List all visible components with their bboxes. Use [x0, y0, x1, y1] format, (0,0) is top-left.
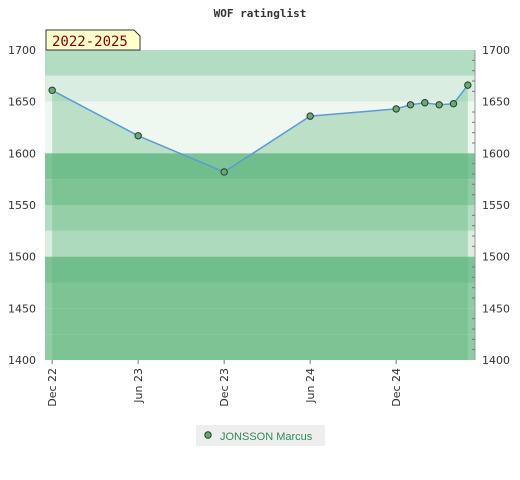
y-tick-label-left: 1500: [8, 251, 36, 264]
background-band: [45, 282, 475, 309]
data-point: [421, 99, 429, 107]
range-label: 2022-2025: [52, 34, 128, 50]
data-point: [464, 81, 472, 89]
y-tick-label-right: 1700: [482, 44, 510, 57]
background-band: [45, 308, 475, 335]
y-tick-label-right: 1500: [482, 251, 510, 264]
data-point: [48, 86, 56, 95]
x-tick-label: Dec 23: [218, 368, 231, 407]
x-axis: Dec 22 Jun 23 Dec 23 Jun 24 Dec 24: [46, 360, 403, 407]
background-band: [45, 334, 475, 360]
y-tick-label-right: 1550: [482, 199, 510, 212]
legend-marker-icon: [204, 431, 212, 439]
data-point: [435, 101, 443, 109]
series-line: [51, 84, 469, 173]
y-tick-label-left: 1400: [8, 354, 36, 367]
range-label-box: 2022-2025: [45, 29, 141, 51]
background-band: [45, 153, 475, 180]
y-tick-label-left: 1600: [8, 147, 36, 160]
x-tick-label: Jun 24: [304, 368, 317, 404]
background-band: [45, 50, 475, 76]
y-tick-label-right: 1600: [482, 147, 510, 160]
legend-background: [196, 425, 325, 446]
x-tick-label: Dec 22: [46, 368, 59, 407]
data-point: [220, 168, 228, 176]
data-point: [449, 100, 458, 108]
y-tick-label-right: 1450: [482, 302, 510, 315]
area-fill: [52, 85, 468, 360]
y-tick-label-right: 1650: [482, 96, 510, 109]
background-band: [45, 75, 475, 102]
background-band: [45, 101, 475, 128]
data-point: [392, 105, 400, 113]
x-tick-label: Dec 24: [390, 368, 403, 407]
x-tick-label: Jun 23: [132, 368, 145, 404]
y-axis-left: 1400 1450 1500 1550 1600 1650 1700: [8, 44, 36, 367]
background-band: [45, 205, 475, 231]
data-point: [406, 101, 415, 109]
y-tick-label-left: 1650: [8, 96, 36, 109]
range-label-background: [45, 29, 141, 51]
background-band: [45, 256, 475, 283]
legend[interactable]: JONSSON Marcus: [196, 425, 325, 446]
background-band: [45, 179, 475, 205]
data-point: [134, 132, 142, 140]
plot-background: [45, 50, 476, 360]
y-tick-label-left: 1550: [8, 199, 36, 212]
y-tick-label-left: 1450: [8, 302, 36, 315]
y-tick-label-left: 1700: [8, 44, 36, 57]
data-point: [306, 112, 314, 120]
legend-item-label: JONSSON Marcus: [220, 431, 313, 443]
background-band: [45, 230, 475, 257]
y-axis-right: 1400 1450 1500 1550 1600 1650 1700: [472, 44, 510, 367]
chart-title: WOF ratinglist: [214, 7, 307, 20]
series-layer: [48, 81, 472, 176]
y-tick-label-right: 1400: [482, 354, 510, 367]
